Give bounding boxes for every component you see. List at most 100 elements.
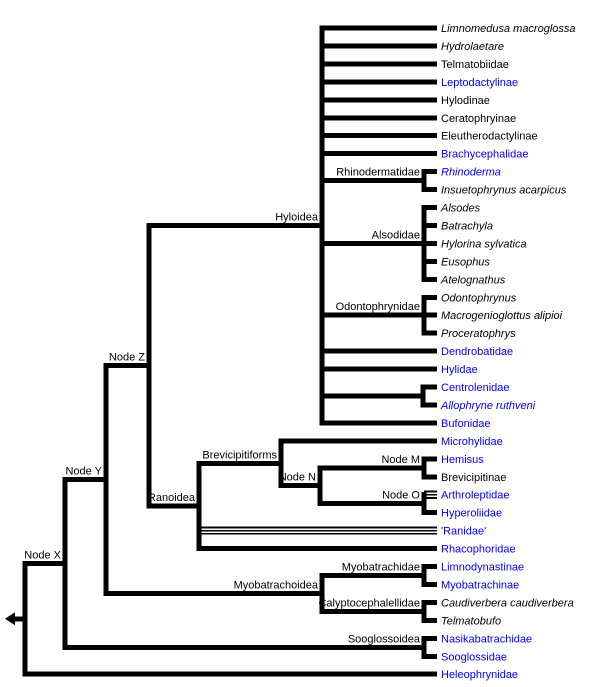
tip-insuetophrynus-acarpicus: Insuetophrynus acarpicus	[421, 185, 567, 197]
clade-hyloidea: Hyloidea	[146, 25, 325, 426]
tip-label-bufonidae: Bufonidae	[441, 418, 491, 430]
tip-microhylidae: Microhylidae	[278, 436, 503, 448]
node-label-myobatrachidae: Myobatrachidae	[342, 561, 420, 573]
tip-hydrolaetare: Hydrolaetare	[319, 41, 504, 53]
tip-sooglossidae: Sooglossidae	[421, 651, 507, 663]
clade-node-o: Node O	[317, 490, 427, 516]
node-label-node-z: Node Z	[109, 352, 145, 364]
tip-eleutherodactylinae: Eleutherodactylinae	[319, 131, 538, 143]
tip-label-dendrobatidae: Dendrobatidae	[441, 346, 513, 358]
tip-bufonidae: Bufonidae	[319, 418, 491, 430]
tip-label-odontophrynus: Odontophrynus	[441, 292, 517, 304]
node-label-sooglossoidea: Sooglossoidea	[348, 633, 421, 645]
tip-brevicipitinae: Brevicipitinae	[421, 472, 506, 484]
tip-allophryne-ruthveni: Allophryne ruthveni	[420, 400, 536, 412]
tip-label-batrachyla: Batrachyla	[441, 220, 493, 232]
node-label-node-m: Node M	[381, 454, 420, 466]
tip-label-hydrolaetare: Hydrolaetare	[441, 41, 504, 53]
node-label-myobatrachoidea: Myobatrachoidea	[234, 579, 319, 591]
tip-label-limnodynastinae: Limnodynastinae	[441, 562, 524, 574]
tip-telmatobufo: Telmatobufo	[421, 615, 501, 627]
tip-label-hyperoliidae: Hyperoliidae	[441, 508, 502, 520]
clade-brevicipitiforms: Brevicipitiforms	[196, 438, 284, 489]
tip-leptodactylinae: Leptodactylinae	[319, 77, 518, 89]
tip-odontophrynus: Odontophrynus	[421, 292, 517, 304]
clade-myobatrachoidea: Myobatrachoidea	[103, 572, 325, 614]
node-label-node-y: Node Y	[66, 466, 103, 478]
tip-label-insuetophrynus-acarpicus: Insuetophrynus acarpicus	[441, 185, 567, 197]
tip-brachycephalidae: Brachycephalidae	[319, 149, 528, 161]
clade-unnamed	[5, 560, 28, 677]
tip-label-telmatobufo: Telmatobufo	[441, 615, 501, 627]
node-label-calyptocephalellidae: Calyptocephalellidae	[318, 597, 420, 609]
tip-label-myobatrachinae: Myobatrachinae	[441, 579, 519, 591]
tip-label-rhinoderma: Rhinoderma	[441, 167, 501, 179]
tip-hylorina-sylvatica: Hylorina sylvatica	[421, 238, 527, 250]
tip-nasikabatrachidae: Nasikabatrachidae	[421, 633, 532, 645]
tip-label-eusophus: Eusophus	[441, 256, 490, 268]
tip-rhinoderma: Rhinoderma	[421, 167, 501, 179]
root-arrow-icon	[5, 612, 15, 626]
tip-dendrobatidae: Dendrobatidae	[319, 346, 513, 358]
tip-label-hylidae: Hylidae	[441, 364, 478, 376]
clade-node-x: Node X	[22, 477, 68, 650]
node-label-node-n: Node N	[279, 472, 316, 484]
tip-ceratophryinae: Ceratophryinae	[319, 113, 516, 125]
node-label-ranoidea: Ranoidea	[148, 492, 196, 504]
tip-label-macrogenioglottus-alipioi: Macrogenioglottus alipioi	[441, 310, 563, 322]
tip-label-microhylidae: Microhylidae	[441, 436, 503, 448]
tip-label-hylorina-sylvatica: Hylorina sylvatica	[441, 238, 527, 250]
clade-sooglossoidea: Sooglossoidea	[62, 633, 427, 659]
tip-centrolenidae: Centrolenidae	[420, 382, 510, 394]
node-label-brevicipitiforms: Brevicipitiforms	[202, 449, 277, 461]
node-label-odontophrynidae: Odontophrynidae	[336, 301, 420, 313]
tip-label-proceratophrys: Proceratophrys	[441, 328, 516, 340]
tip-label-alsodes: Alsodes	[440, 203, 481, 215]
clade-myobatrachidae: Myobatrachidae	[319, 561, 427, 587]
tip-hylodinae: Hylodinae	[319, 95, 490, 107]
tip-limnodynastinae: Limnodynastinae	[421, 562, 524, 574]
tip-caudiverbera-caudiverbera: Caudiverbera caudiverbera	[421, 597, 574, 609]
clade-rhinodermatidae: Rhinodermatidae	[319, 167, 427, 193]
tip-label-limnomedusa-macroglossa: Limnomedusa macroglossa	[441, 23, 576, 35]
tip-limnomedusa-macroglossa: Limnomedusa macroglossa	[319, 23, 576, 35]
tip-label-ranidae: 'Ranidae'	[441, 526, 486, 538]
tip-eusophus: Eusophus	[421, 256, 490, 268]
tip-alsodes: Alsodes	[421, 203, 481, 215]
tip-label-sooglossidae: Sooglossidae	[441, 651, 507, 663]
node-label-node-o: Node O	[382, 490, 420, 502]
clade-node-n: Node N	[278, 465, 323, 507]
node-label-node-x: Node X	[24, 549, 61, 561]
tip-label-nasikabatrachidae: Nasikabatrachidae	[441, 633, 532, 645]
tip-label-brevicipitinae: Brevicipitinae	[441, 472, 506, 484]
tip-hylidae: Hylidae	[319, 364, 478, 376]
tip-label-telmatobiidae: Telmatobiidae	[441, 59, 509, 71]
tip-label-atelognathus: Atelognathus	[440, 274, 506, 286]
clade-ranoidea: Ranoidea	[146, 460, 202, 552]
tip-label-rhacophoridae: Rhacophoridae	[441, 544, 516, 556]
tip-label-eleutherodactylinae: Eleutherodactylinae	[441, 131, 538, 143]
tip-myobatrachinae: Myobatrachinae	[421, 579, 519, 591]
tip-label-ceratophryinae: Ceratophryinae	[441, 113, 516, 125]
tip-label-allophryne-ruthveni: Allophryne ruthveni	[440, 400, 536, 412]
tip-telmatobiidae: Telmatobiidae	[319, 59, 509, 71]
tip-label-hylodinae: Hylodinae	[441, 95, 490, 107]
node-label-alsodidae: Alsodidae	[372, 229, 420, 241]
clade-alsodidae: Alsodidae	[319, 205, 427, 282]
tip-hemisus: Hemisus	[421, 454, 484, 466]
tip-label-brachycephalidae: Brachycephalidae	[441, 149, 528, 161]
tip-label-heleophrynidae: Heleophrynidae	[441, 669, 518, 681]
clade-node-y: Node Y	[62, 363, 109, 596]
clade-calyptocephalellidae: Calyptocephalellidae	[318, 597, 427, 623]
node-label-rhinodermatidae: Rhinodermatidae	[336, 167, 420, 179]
node-label-hyloidea: Hyloidea	[275, 211, 319, 223]
clade-node-z: Node Z	[103, 222, 152, 509]
tip-label-arthroleptidae: Arthroleptidae	[441, 490, 510, 502]
tip-ranidae: 'Ranidae'	[199, 526, 486, 538]
tip-label-centrolenidae: Centrolenidae	[441, 382, 510, 394]
tip-heleophrynidae: Heleophrynidae	[22, 669, 518, 681]
tip-macrogenioglottus-alipioi: Macrogenioglottus alipioi	[421, 310, 563, 322]
tip-label-leptodactylinae: Leptodactylinae	[441, 77, 518, 89]
